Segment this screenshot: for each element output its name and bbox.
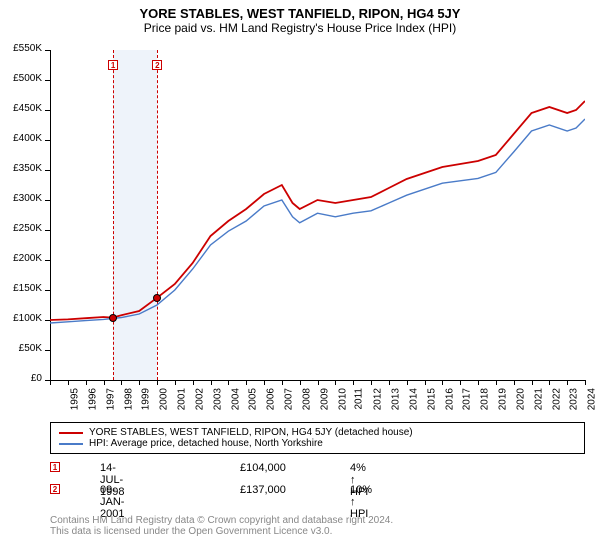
legend: YORE STABLES, WEST TANFIELD, RIPON, HG4 … [50,422,585,454]
sale-marker-cell: 1 [50,462,60,472]
legend-swatch [59,432,83,434]
chart-area: £0£50K£100K£150K£200K£250K£300K£350K£400… [0,0,600,420]
sale-marker-box: 1 [108,60,118,70]
plot-svg [0,0,600,420]
footer-line1: Contains HM Land Registry data © Crown c… [50,515,393,526]
legend-label: YORE STABLES, WEST TANFIELD, RIPON, HG4 … [89,427,413,438]
sale-dot [109,314,117,322]
legend-item: YORE STABLES, WEST TANFIELD, RIPON, HG4 … [59,427,576,438]
sale-marker-box: 2 [152,60,162,70]
series-line-1 [50,119,585,323]
chart-container: YORE STABLES, WEST TANFIELD, RIPON, HG4 … [0,0,600,560]
legend-swatch [59,443,83,445]
legend-label: HPI: Average price, detached house, Nort… [89,438,323,449]
sale-price: £104,000 [240,462,286,474]
series-line-0 [50,101,585,320]
footer: Contains HM Land Registry data © Crown c… [50,515,393,537]
sale-marker-cell: 2 [50,484,60,494]
legend-item: HPI: Average price, detached house, Nort… [59,438,576,449]
sale-price: £137,000 [240,484,286,496]
footer-line2: This data is licensed under the Open Gov… [50,526,393,537]
